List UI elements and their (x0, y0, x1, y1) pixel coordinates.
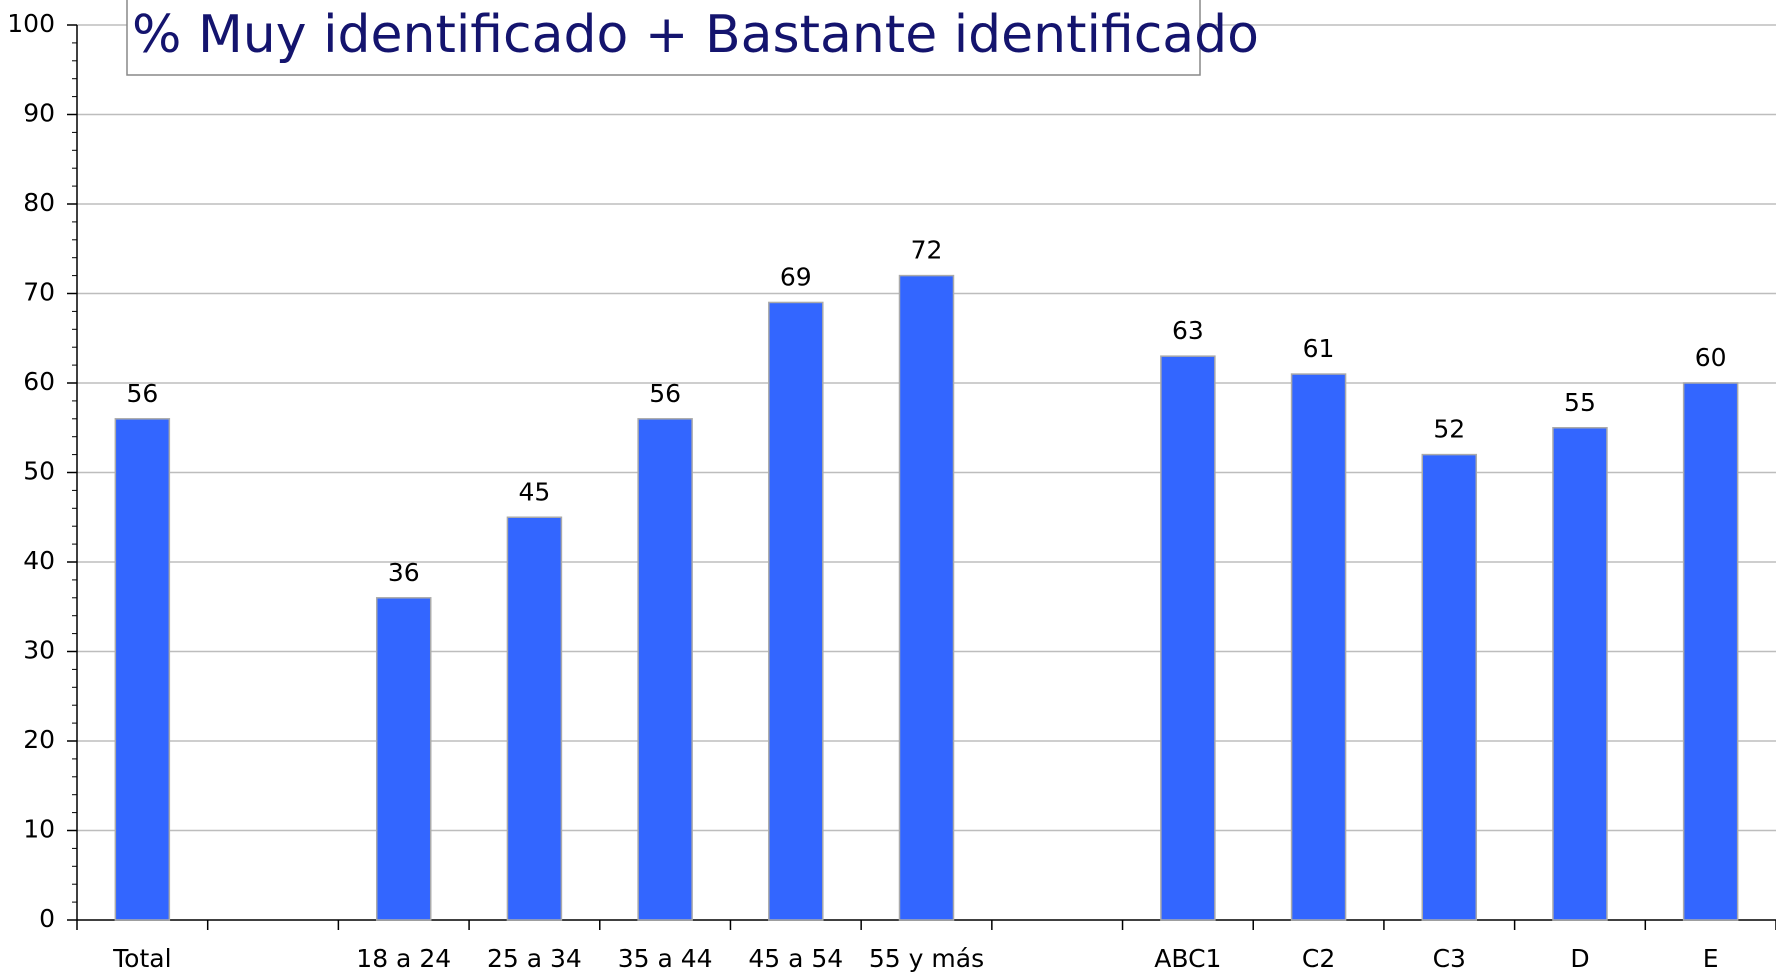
x-tick-label: Total (112, 944, 171, 973)
chart-title: % Muy identificado + Bastante identifica… (132, 5, 1259, 65)
y-tick-label: 100 (7, 9, 55, 38)
y-tick-label: 40 (23, 546, 55, 575)
x-tick-label: ABC1 (1154, 944, 1221, 973)
x-tick-label: C2 (1302, 944, 1335, 973)
bar (1290, 373, 1347, 921)
data-label: 56 (649, 379, 681, 408)
title-box (126, 0, 1201, 76)
bar (1552, 427, 1608, 921)
bar (1682, 382, 1739, 921)
x-tick-label: E (1703, 944, 1719, 973)
y-tick-label: 90 (23, 99, 55, 128)
x-tick-label: 55 y más (869, 944, 984, 973)
data-label: 60 (1695, 343, 1727, 372)
y-tick-label: 70 (23, 278, 55, 307)
y-tick-label: 0 (39, 904, 55, 933)
data-label: 72 (911, 236, 943, 265)
bar (637, 418, 693, 921)
data-label: 45 (519, 477, 551, 506)
y-tick-label: 80 (23, 188, 55, 217)
bar (768, 301, 824, 921)
bar (1160, 355, 1216, 921)
data-label: 69 (780, 262, 812, 291)
data-label: 52 (1433, 415, 1465, 444)
data-label: 61 (1303, 334, 1335, 363)
x-tick-label: 18 a 24 (356, 944, 451, 973)
y-tick-label: 60 (23, 367, 55, 396)
y-tick-label: 20 (23, 725, 55, 754)
x-tick-label: 25 a 34 (487, 944, 582, 973)
x-tick-label: D (1570, 944, 1589, 973)
x-tick-label: 35 a 44 (618, 944, 713, 973)
data-label: 56 (126, 379, 158, 408)
bar (375, 597, 432, 921)
bar (114, 418, 171, 921)
data-label: 55 (1564, 388, 1596, 417)
x-tick-label: 45 a 54 (748, 944, 843, 973)
x-tick-label: C3 (1433, 944, 1466, 973)
bar (898, 274, 955, 921)
bar (1421, 453, 1478, 921)
y-tick-label: 30 (23, 636, 55, 665)
data-label: 63 (1172, 316, 1204, 345)
y-tick-label: 50 (23, 457, 55, 486)
data-label: 36 (388, 558, 420, 587)
bar (506, 516, 563, 921)
y-tick-label: 10 (23, 815, 55, 844)
